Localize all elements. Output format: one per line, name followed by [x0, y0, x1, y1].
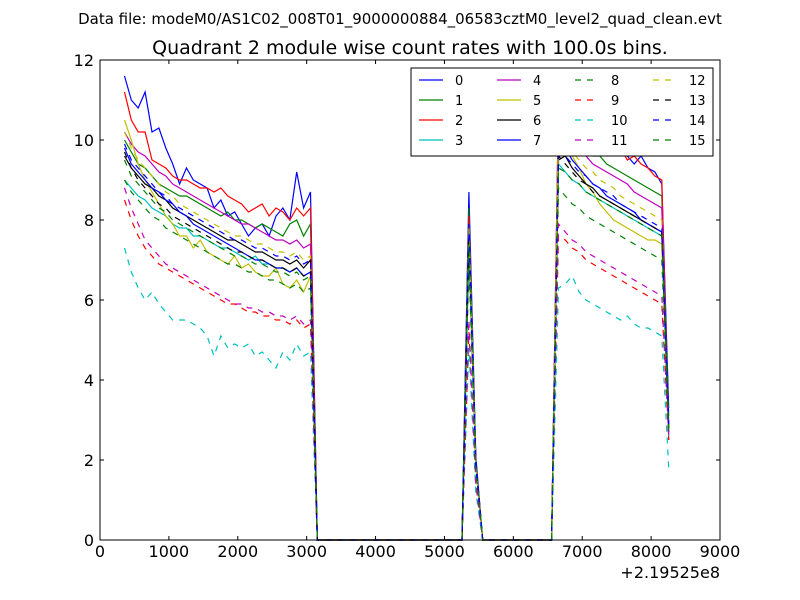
legend-label-15: 15: [689, 134, 706, 149]
x-offset-label: +2.19525e8: [620, 563, 720, 582]
y-tick-label: 12: [74, 51, 94, 70]
series-line-3: [124, 162, 670, 541]
series-line-10: [123, 247, 670, 541]
series-line-11: [123, 187, 670, 541]
legend-label-6: 6: [533, 114, 541, 129]
axis-ticks-group: 0 1000 2000 3000 4000 5000 6000 7000 8000 9000 0 2 4…: [74, 51, 741, 561]
legend-label-3: 3: [455, 134, 463, 149]
x-tick-label: 2000: [217, 542, 258, 561]
legend-box: [410, 67, 714, 157]
legend-label-9: 9: [611, 94, 619, 109]
series-line-5: [123, 119, 670, 541]
legend-label-7: 7: [533, 134, 541, 149]
x-tick-label: 5000: [424, 542, 465, 561]
x-tick-label: 1000: [149, 542, 190, 561]
y-tick-label: 10: [74, 131, 94, 150]
legend-label-14: 14: [689, 114, 706, 129]
x-tick-label: 3000: [286, 542, 327, 561]
legend-label-8: 8: [611, 74, 619, 89]
legend-label-10: 10: [611, 114, 628, 129]
y-tick-label: 0: [84, 531, 94, 550]
legend-label-0: 0: [455, 74, 463, 89]
chart-title: Quadrant 2 module wise count rates with …: [152, 37, 668, 59]
series-line-13: [123, 151, 670, 541]
y-tick-label: 4: [84, 371, 94, 390]
legend-label-13: 13: [689, 94, 706, 109]
x-tick-label: 0: [95, 542, 105, 561]
x-tick-label: 8000: [631, 542, 672, 561]
x-tick-label: 4000: [355, 542, 396, 561]
series-line-2: [123, 91, 670, 541]
x-tick-label: 7000: [562, 542, 603, 561]
y-tick-label: 6: [84, 291, 94, 310]
series-line-1: [123, 122, 670, 541]
series-line-15: [123, 159, 670, 541]
legend-label-11: 11: [611, 134, 628, 149]
x-tick-label: 6000: [493, 542, 534, 561]
series-line-8: [123, 179, 670, 541]
series-line-12: [123, 131, 670, 541]
legend-label-1: 1: [455, 94, 463, 109]
legend-label-12: 12: [689, 74, 706, 89]
x-tick-label: 9000: [700, 542, 741, 561]
legend-label-5: 5: [533, 94, 541, 109]
legend-label-2: 2: [455, 114, 463, 129]
legend-label-4: 4: [533, 74, 541, 89]
series-line-14: [123, 143, 670, 541]
series-line-6: [123, 155, 670, 541]
y-tick-label: 8: [84, 211, 94, 230]
y-tick-label: 2: [84, 451, 94, 470]
figure-suptitle: Data file: modeM0/AS1C02_008T01_90000008…: [78, 10, 722, 29]
